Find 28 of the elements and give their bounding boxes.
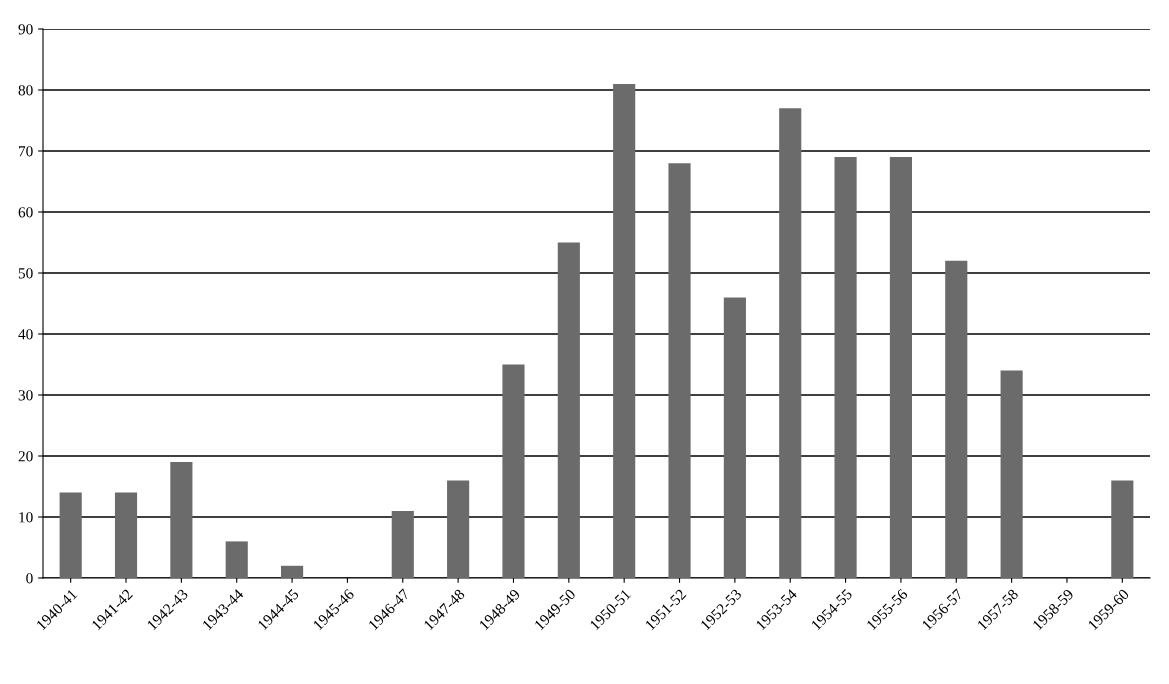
y-tick-label: 90 bbox=[18, 24, 33, 35]
bar bbox=[447, 480, 470, 578]
bar bbox=[170, 462, 193, 578]
bar bbox=[1000, 370, 1023, 578]
y-tick-label: 30 bbox=[18, 390, 33, 401]
bar bbox=[613, 83, 636, 578]
y-tick-label: 60 bbox=[18, 207, 33, 218]
bar bbox=[668, 163, 691, 578]
bar bbox=[889, 157, 912, 578]
bar bbox=[557, 242, 580, 578]
y-tick-label: 40 bbox=[18, 329, 33, 340]
bar bbox=[225, 541, 248, 578]
bar bbox=[59, 492, 82, 578]
y-tick-label: 50 bbox=[18, 268, 33, 279]
y-tick-label: 80 bbox=[18, 85, 33, 96]
bar bbox=[945, 260, 968, 578]
bar bbox=[723, 297, 746, 578]
bar bbox=[779, 108, 802, 578]
bar bbox=[502, 364, 525, 578]
y-tick-label: 10 bbox=[19, 512, 33, 523]
bar bbox=[1111, 480, 1134, 578]
y-tick-label: 20 bbox=[18, 451, 33, 462]
y-tick-label: 0 bbox=[26, 573, 33, 584]
bar bbox=[834, 157, 857, 578]
bar bbox=[391, 510, 414, 578]
bar bbox=[114, 492, 138, 578]
bar bbox=[281, 565, 304, 578]
y-tick-label: 70 bbox=[19, 146, 33, 157]
